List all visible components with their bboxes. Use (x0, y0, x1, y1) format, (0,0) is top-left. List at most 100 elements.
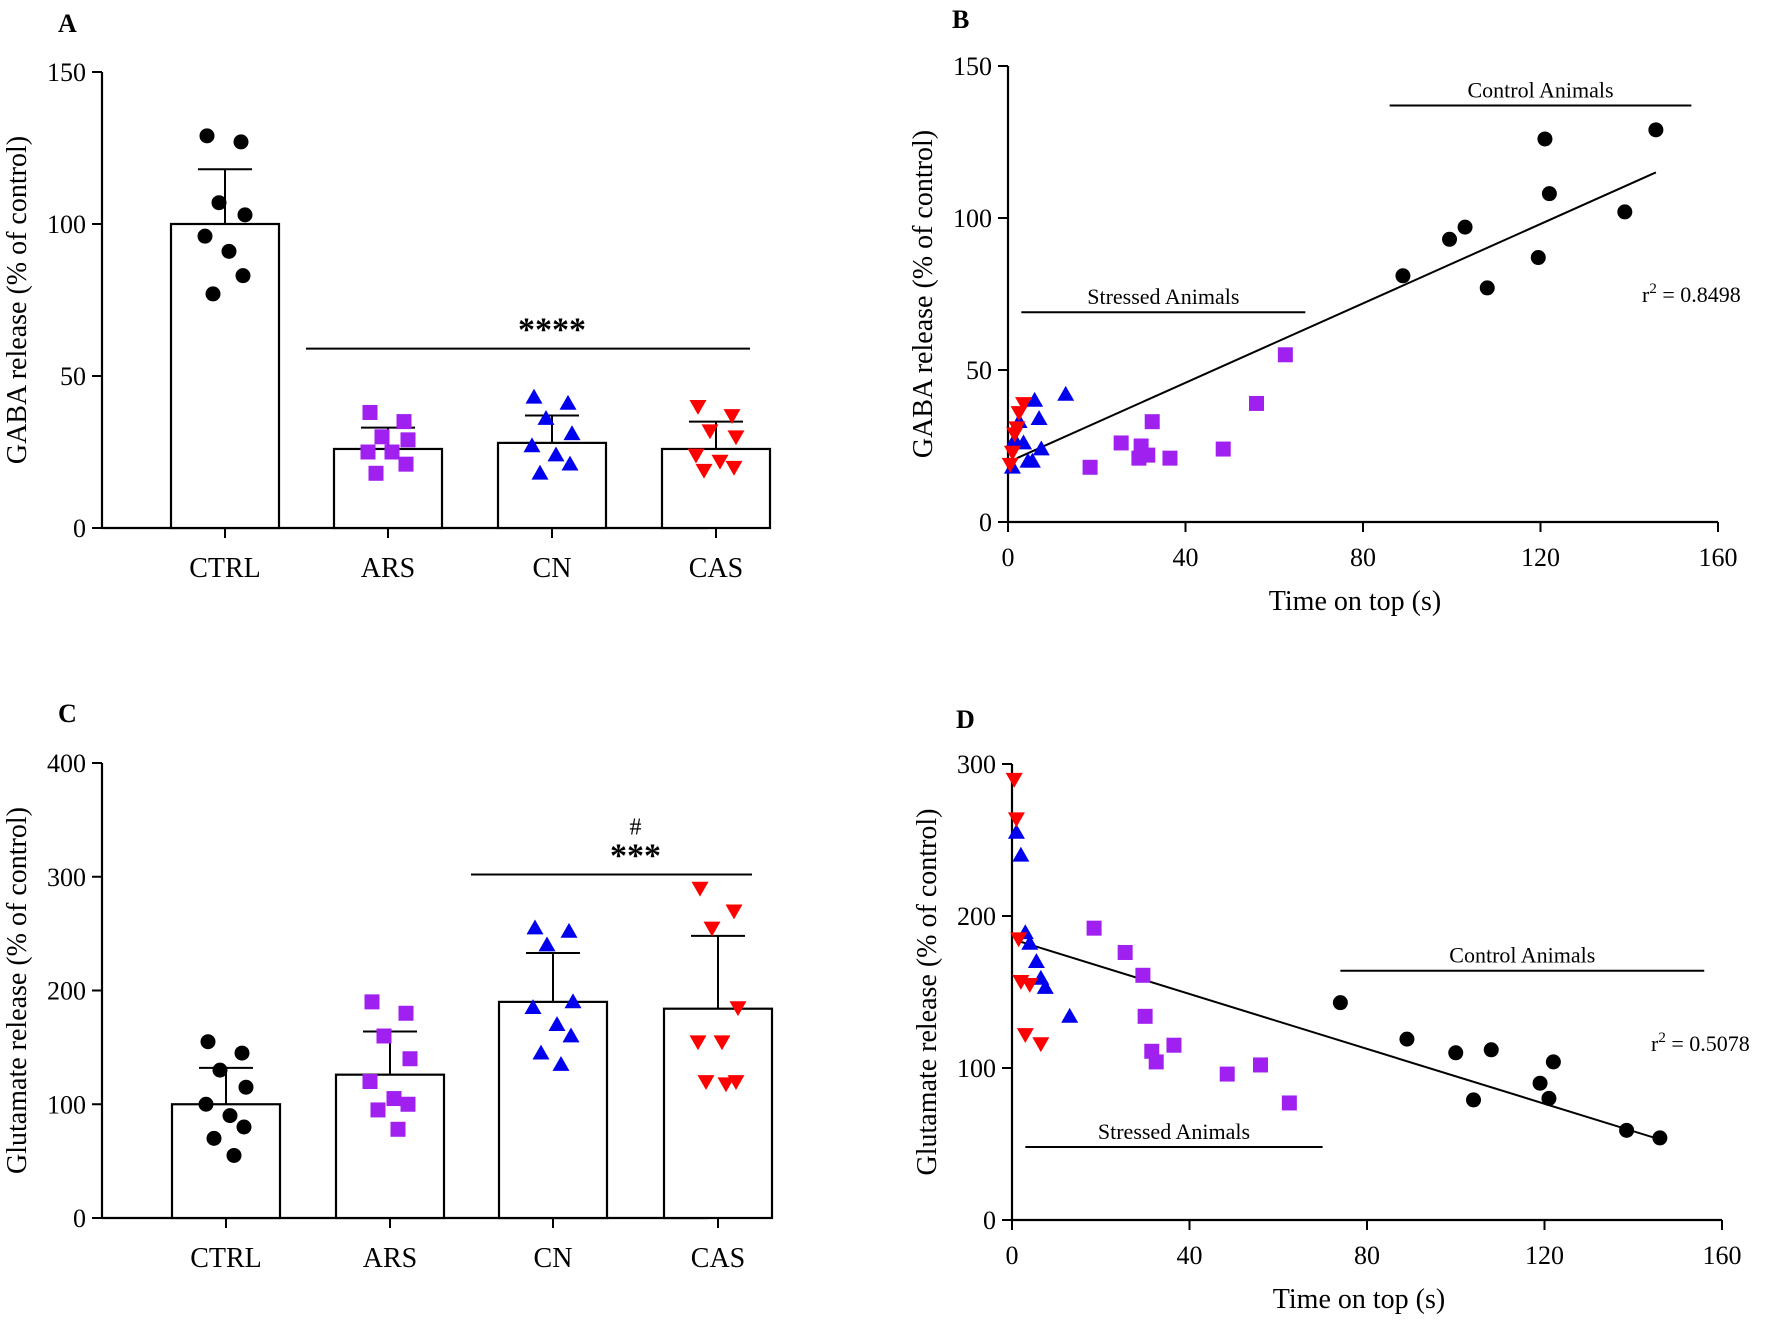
data-point-cn (547, 446, 565, 462)
data-point-ars (376, 1028, 392, 1044)
data-point-cn (1023, 452, 1041, 468)
data-point-cn (526, 919, 544, 935)
data-point-ctrl (226, 1147, 242, 1163)
data-point-cn (538, 936, 556, 952)
data-point-cn (1012, 846, 1030, 862)
data-point-ars (396, 414, 412, 430)
bar-cn (497, 1000, 609, 1220)
data-point-ars (1082, 459, 1098, 475)
x-category-label: CN (533, 553, 572, 584)
y-tick-label: 300 (957, 750, 996, 779)
data-point-cn (525, 388, 543, 404)
data-point-ctrl (1483, 1042, 1499, 1058)
data-point-ars (398, 456, 414, 472)
data-point-ctrl (1532, 1075, 1548, 1091)
data-point-ctrl (1545, 1054, 1561, 1070)
r-squared-symbol: r (1642, 282, 1650, 307)
panel-letter: D (956, 705, 975, 734)
y-tick-label: 0 (73, 514, 86, 543)
y-tick-label: 50 (966, 356, 992, 385)
bar-cas (662, 1007, 774, 1220)
y-tick-label: 200 (47, 977, 86, 1006)
data-point-ars (1137, 1008, 1153, 1024)
data-point-ctrl (238, 1079, 254, 1095)
data-point-ars (374, 429, 390, 445)
data-point-ctrl (1619, 1122, 1635, 1138)
x-tick-label: 40 (1177, 1241, 1203, 1270)
data-point-ctrl (1466, 1092, 1481, 1108)
r-squared-value: = 0.5078 (1666, 1031, 1750, 1056)
data-point-ctrl (211, 195, 227, 211)
r-squared-label: r2 = 0.8498 (1642, 281, 1741, 307)
x-tick-label: 40 (1173, 543, 1199, 572)
data-point-cas (1032, 1037, 1050, 1053)
data-point-cn (532, 1044, 550, 1060)
data-point-cn (1057, 385, 1075, 401)
data-point-ars (1162, 450, 1178, 466)
y-axis-title: Glutamate release (% of control) (912, 809, 943, 1176)
x-tick-label: 80 (1350, 543, 1376, 572)
data-point-ctrl (1648, 122, 1664, 138)
panel-a: A 0 50 100 150 GABA release (% of control) CTR… (2, 9, 772, 584)
data-point-cn (552, 1055, 570, 1071)
data-point-ars (402, 1051, 418, 1067)
data-point-cn (1021, 934, 1039, 950)
data-point-ars (1249, 395, 1264, 411)
data-point-cn (561, 455, 579, 471)
data-point-ars (1086, 920, 1102, 936)
y-tick-label: 100 (47, 1090, 86, 1119)
y-tick-label: 50 (60, 362, 86, 391)
x-tick-label: 0 (1006, 1241, 1019, 1270)
y-tick-label: 150 (953, 52, 992, 81)
y-tick-label: 100 (953, 204, 992, 233)
x-category-label: CTRL (189, 553, 261, 584)
data-point-cn (523, 437, 541, 453)
data-point-cas (1007, 812, 1025, 828)
data-point-ars (384, 444, 400, 460)
data-point-ars (1113, 435, 1129, 451)
data-point-ctrl (222, 1108, 238, 1124)
data-point-ars (1281, 1095, 1297, 1111)
significance-label: *** (610, 837, 661, 874)
significance-secondary-label: # (630, 814, 642, 840)
data-point-cas (1001, 457, 1019, 473)
data-point-cas (697, 1075, 715, 1090)
data-point-ars (1135, 967, 1151, 983)
data-point-ars (1253, 1057, 1268, 1073)
data-point-cas (1010, 932, 1028, 948)
r-squared-exponent: 2 (1649, 281, 1657, 297)
x-tick-label: 80 (1354, 1241, 1380, 1270)
data-point-ars (362, 404, 378, 420)
data-point-ars (360, 444, 376, 460)
y-tick-label: 100 (47, 210, 86, 239)
data-point-cas (1016, 1028, 1034, 1044)
data-point-cas (703, 921, 721, 937)
x-tick-label: 160 (1699, 543, 1738, 572)
data-point-cn (1027, 953, 1045, 968)
y-axis-title: GABA release (% of control) (908, 130, 939, 458)
data-point-ars (370, 1102, 386, 1118)
group-bracket-label: Stressed Animals (1087, 284, 1239, 309)
r-squared-value: = 0.8498 (1657, 282, 1741, 307)
data-point-cas (695, 463, 713, 479)
significance-label: **** (518, 312, 586, 349)
panel-letter: B (952, 5, 969, 34)
x-category-label: CAS (691, 1243, 745, 1274)
data-point-cn (1007, 823, 1025, 839)
bar-ctrl (170, 1103, 282, 1220)
regression-line (1020, 940, 1661, 1141)
y-tick-label: 0 (983, 1206, 996, 1235)
x-category-label: CN (534, 1243, 573, 1274)
data-point-ctrl (221, 243, 237, 259)
y-tick-label: 100 (957, 1054, 996, 1083)
data-point-ars (398, 1005, 414, 1021)
group-bracket-label: Stressed Animals (1098, 1119, 1250, 1144)
x-axis-title: Time on top (s) (1269, 586, 1441, 617)
data-point-ctrl (1395, 268, 1411, 284)
data-point-ctrl (1617, 204, 1633, 220)
data-point-cas (1008, 421, 1026, 437)
data-point-ctrl (1652, 1130, 1668, 1146)
data-point-cn (562, 1027, 580, 1043)
data-point-cas (725, 460, 743, 476)
data-point-ars (1140, 447, 1156, 463)
